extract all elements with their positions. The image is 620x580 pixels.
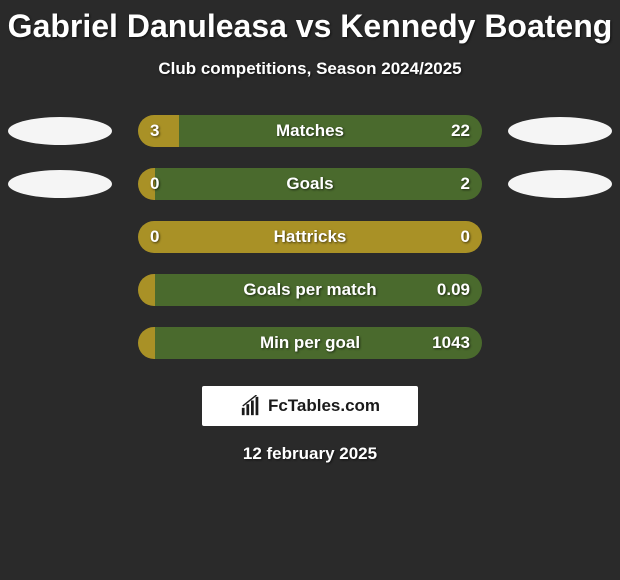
avatar-spacer	[508, 276, 612, 304]
player-avatar-left	[8, 117, 112, 145]
stat-value-left: 3	[150, 121, 159, 141]
stat-block: 3 22 Matches 0 2 Goals 0 0 Hattricks 0.09 Goals pe…	[0, 115, 620, 380]
stat-row: 0 0 Hattricks	[0, 221, 620, 253]
stat-label: Goals	[286, 174, 333, 194]
stat-bar: 1043 Min per goal	[138, 327, 482, 359]
stat-label: Min per goal	[260, 333, 360, 353]
stat-bar: 3 22 Matches	[138, 115, 482, 147]
stat-bar: 0 0 Hattricks	[138, 221, 482, 253]
page-title: Gabriel Danuleasa vs Kennedy Boateng	[8, 8, 613, 45]
stat-value-right: 1043	[432, 333, 470, 353]
avatar-spacer	[8, 329, 112, 357]
player-avatar-right	[508, 170, 612, 198]
stat-bar: 0 2 Goals	[138, 168, 482, 200]
stat-value-left: 0	[150, 227, 159, 247]
stat-row: 3 22 Matches	[0, 115, 620, 147]
stat-value-right: 2	[461, 174, 470, 194]
subtitle: Club competitions, Season 2024/2025	[158, 59, 461, 79]
player-avatar-right	[508, 117, 612, 145]
stat-bar: 0.09 Goals per match	[138, 274, 482, 306]
stat-value-right: 22	[451, 121, 470, 141]
stat-label: Matches	[276, 121, 344, 141]
brand-text: FcTables.com	[268, 396, 380, 416]
stat-row: 1043 Min per goal	[0, 327, 620, 359]
player-avatar-left	[8, 170, 112, 198]
stat-value-right: 0	[461, 227, 470, 247]
bar-fill-left	[138, 327, 155, 359]
stat-row: 0.09 Goals per match	[0, 274, 620, 306]
stat-label: Hattricks	[274, 227, 347, 247]
date-text: 12 february 2025	[243, 444, 377, 464]
chart-icon	[240, 395, 262, 417]
stat-row: 0 2 Goals	[0, 168, 620, 200]
avatar-spacer	[508, 329, 612, 357]
avatar-spacer	[8, 223, 112, 251]
brand-badge: FcTables.com	[202, 386, 418, 426]
stat-value-left: 0	[150, 174, 159, 194]
avatar-spacer	[508, 223, 612, 251]
bar-fill-left	[138, 274, 155, 306]
avatar-spacer	[8, 276, 112, 304]
stat-value-right: 0.09	[437, 280, 470, 300]
stat-label: Goals per match	[243, 280, 376, 300]
